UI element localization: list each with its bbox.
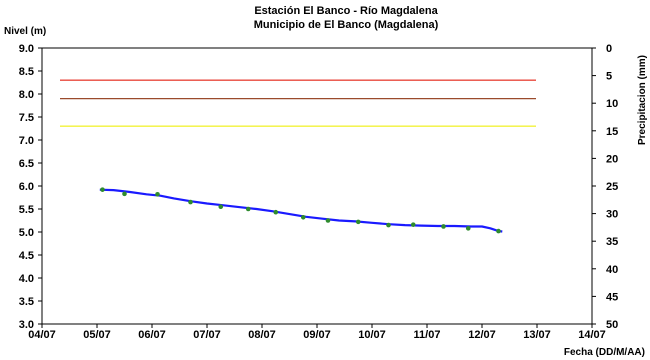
data-point — [188, 199, 193, 205]
x-tick-label: 07/07 — [193, 329, 221, 341]
y2-tick-label: 25 — [606, 181, 618, 193]
y-tick-label: 3.5 — [19, 296, 34, 308]
x-tick-label: 06/07 — [138, 329, 166, 341]
y2-tick-label: 45 — [606, 291, 618, 303]
x-tick-label: 12/07 — [468, 329, 496, 341]
data-point — [325, 218, 331, 223]
y-tick-label: 7.0 — [19, 135, 34, 147]
y-tick-label: 6.5 — [19, 158, 34, 170]
y-tick-label: 7.5 — [19, 112, 34, 124]
data-point — [218, 204, 224, 209]
y2-tick-label: 40 — [606, 264, 618, 276]
x-tick-label: 05/07 — [83, 329, 111, 341]
x-tick-label: 10/07 — [358, 329, 386, 341]
y-tick-label: 9.0 — [19, 43, 34, 55]
y-tick-label: 4.5 — [19, 250, 34, 262]
y2-axis-label: Precipitacion (mm) — [637, 55, 648, 145]
data-point — [122, 191, 127, 197]
data-point — [300, 214, 306, 220]
data-point — [273, 209, 279, 215]
x-tick-label: 13/07 — [523, 329, 551, 341]
y-tick-label: 8.0 — [19, 89, 34, 101]
plot-area: 9.08.58.07.57.06.56.05.55.04.54.03.53.00… — [19, 43, 619, 341]
data-point — [410, 222, 416, 227]
x-tick-label: 08/07 — [248, 329, 276, 341]
data-point — [355, 219, 361, 225]
y2-tick-label: 0 — [606, 43, 612, 55]
y2-tick-label: 35 — [606, 236, 618, 248]
data-point — [441, 224, 446, 229]
data-point — [245, 206, 251, 212]
y-tick-label: 3.0 — [19, 319, 34, 331]
data-point — [465, 226, 471, 231]
y2-tick-label: 15 — [606, 126, 618, 138]
x-tick-label: 09/07 — [303, 329, 331, 341]
chart-subtitle: Municipio de El Banco (Magdalena) — [254, 19, 439, 31]
chart-title: Estación El Banco - Río Magdalena — [254, 5, 438, 17]
y2-tick-label: 5 — [606, 71, 612, 83]
x-tick-label: 14/07 — [578, 329, 606, 341]
y-axis-label: Nivel (m) — [4, 26, 46, 37]
y2-tick-label: 20 — [606, 153, 618, 165]
x-tick-label: 04/07 — [28, 329, 56, 341]
y-tick-label: 4.0 — [19, 273, 34, 285]
y2-tick-label: 10 — [606, 98, 618, 110]
y-tick-label: 6.0 — [19, 181, 34, 193]
y-tick-label: 8.5 — [19, 66, 34, 78]
x-tick-label: 11/07 — [414, 329, 441, 341]
level-series-line — [99, 188, 503, 233]
data-point — [155, 191, 160, 197]
plot-frame — [41, 47, 593, 325]
data-point — [100, 187, 105, 192]
y-tick-label: 5.0 — [19, 227, 34, 239]
y2-tick-label: 50 — [606, 319, 618, 331]
y-tick-label: 5.5 — [19, 204, 34, 216]
x-axis-label: Fecha (DD/M/AA) — [564, 347, 645, 358]
data-point — [496, 228, 501, 234]
y2-tick-label: 30 — [606, 209, 618, 221]
data-point — [386, 222, 391, 228]
